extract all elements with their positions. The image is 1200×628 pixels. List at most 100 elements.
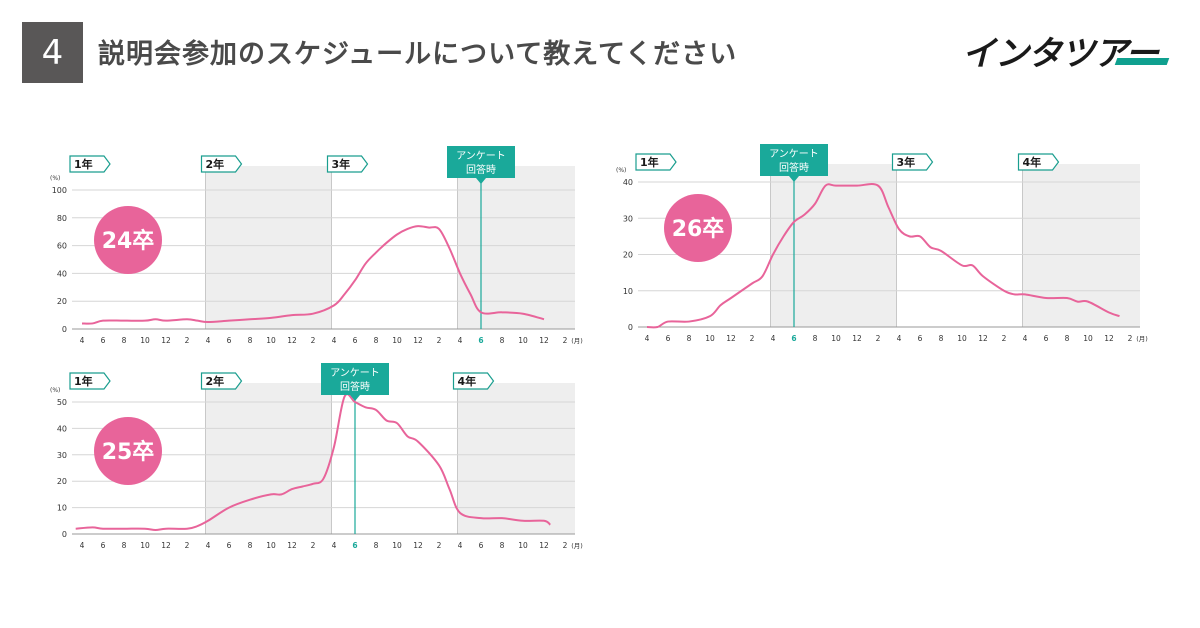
x-tick-label: 8 (374, 336, 379, 345)
cohort-badge (94, 206, 162, 274)
x-tick-label: 10 (1083, 334, 1093, 343)
x-tick-label: 10 (957, 334, 967, 343)
x-tick-label: 8 (248, 336, 253, 345)
x-axis-unit: (月) (1136, 335, 1148, 343)
x-tick-label: 6 (101, 336, 106, 345)
survey-callout-shape (321, 363, 389, 401)
cohort-badge-label: 26卒 (672, 216, 725, 242)
y-tick-label: 0 (62, 530, 67, 539)
x-tick-label: 10 (831, 334, 841, 343)
x-tick-label: 2 (311, 336, 316, 345)
year-shade-band (1022, 164, 1140, 327)
y-tick-label: 30 (623, 214, 633, 223)
year-tag-shape (69, 372, 111, 390)
x-tick-label: 2 (750, 334, 755, 343)
x-tick-label: 12 (726, 334, 736, 343)
x-tick-label: 6 (1044, 334, 1049, 343)
survey-callout-label-1: アンケート (769, 148, 819, 160)
x-tick-label: 4 (645, 334, 650, 343)
year-tag: 2年 (200, 372, 243, 390)
survey-callout-label-2: 回答時 (466, 163, 496, 176)
x-tick-label: 12 (539, 541, 549, 550)
year-tag: 4年 (1017, 153, 1060, 171)
x-tick-label: 10 (266, 336, 276, 345)
cohort-badge-label: 25卒 (102, 439, 155, 465)
y-axis-unit: (%) (616, 167, 626, 174)
x-tick-label: 8 (122, 336, 127, 345)
x-tick-label: 4 (206, 541, 211, 550)
x-tick-label: 4 (458, 336, 463, 345)
series-line (81, 225, 545, 325)
year-tag-label: 2年 (206, 374, 225, 388)
year-tag-label: 4年 (1023, 155, 1042, 169)
x-axis-unit: (月) (571, 337, 583, 345)
question-number-badge: 4 (22, 22, 83, 83)
survey-callout-shape (447, 146, 515, 184)
x-tick-label: 4 (458, 541, 463, 550)
year-tag-label: 1年 (640, 155, 659, 169)
year-tag-shape (200, 372, 243, 390)
x-tick-label: 10 (518, 541, 528, 550)
x-tick-label: 2 (311, 541, 316, 550)
x-tick-label: 10 (266, 541, 276, 550)
year-tag: 4年 (452, 372, 495, 390)
year-tag: 1年 (69, 372, 111, 390)
y-tick-label: 20 (57, 297, 67, 306)
x-tick-label: 4 (332, 541, 337, 550)
x-tick-label: 12 (413, 336, 423, 345)
x-tick-label: 10 (518, 336, 528, 345)
x-tick-label: 8 (1065, 334, 1070, 343)
x-tick-label: 12 (1104, 334, 1114, 343)
survey-callout-label-2: 回答時 (779, 161, 809, 174)
x-tick-label: 4 (771, 334, 776, 343)
x-tick-label: 12 (413, 541, 423, 550)
x-tick-label: 8 (122, 541, 127, 550)
y-tick-label: 0 (628, 323, 633, 332)
year-tag-shape (1017, 153, 1060, 171)
y-tick-label: 40 (623, 178, 633, 187)
year-tag: 1年 (69, 155, 111, 173)
year-tag-shape (200, 155, 243, 173)
year-tag-label: 1年 (74, 374, 93, 388)
year-tag-label: 4年 (458, 374, 477, 388)
y-tick-label: 20 (57, 477, 67, 486)
x-tick-label: 8 (500, 336, 505, 345)
year-shade-band (770, 164, 897, 327)
x-tick-label: 6 (479, 541, 484, 550)
page-title: 説明会参加のスケジュールについて教えてください (98, 39, 738, 70)
x-tick-label: 6 (791, 334, 796, 343)
series-line (646, 183, 1120, 329)
y-tick-label: 30 (57, 451, 67, 460)
x-tick-label: 4 (897, 334, 902, 343)
x-tick-label: 10 (705, 334, 715, 343)
x-tick-label: 2 (437, 336, 442, 345)
x-tick-label: 2 (1002, 334, 1007, 343)
year-shade-band (205, 166, 332, 329)
x-tick-label: 4 (206, 336, 211, 345)
chart-26: 0 10 20 30 40 (%) 4 6 8 10 12 2 4 6 8 10 12 2 4 6 8 10 12 2 4 6 8 1… (616, 144, 1148, 343)
x-tick-label: 12 (161, 541, 171, 550)
x-tick-label: 2 (563, 541, 568, 550)
survey-callout-shape (760, 144, 828, 182)
x-tick-label: 10 (392, 541, 402, 550)
year-tag-shape (452, 372, 495, 390)
year-tag-shape (635, 153, 677, 171)
survey-callout-label-1: アンケート (456, 150, 506, 162)
series-line (75, 393, 551, 532)
x-tick-label: 6 (227, 541, 232, 550)
y-tick-label: 40 (57, 424, 67, 433)
year-tag: 1年 (635, 153, 677, 171)
y-tick-label: 50 (57, 398, 67, 407)
cohort-badge (664, 194, 732, 262)
x-tick-label: 2 (437, 541, 442, 550)
year-tag-shape (326, 155, 369, 173)
y-tick-label: 60 (57, 242, 67, 251)
year-tag-label: 3年 (332, 157, 351, 171)
year-tag-shape (891, 153, 934, 171)
y-tick-label: 10 (57, 504, 67, 513)
year-tag-shape (69, 155, 111, 173)
x-tick-label: 2 (563, 336, 568, 345)
x-tick-label: 8 (500, 541, 505, 550)
